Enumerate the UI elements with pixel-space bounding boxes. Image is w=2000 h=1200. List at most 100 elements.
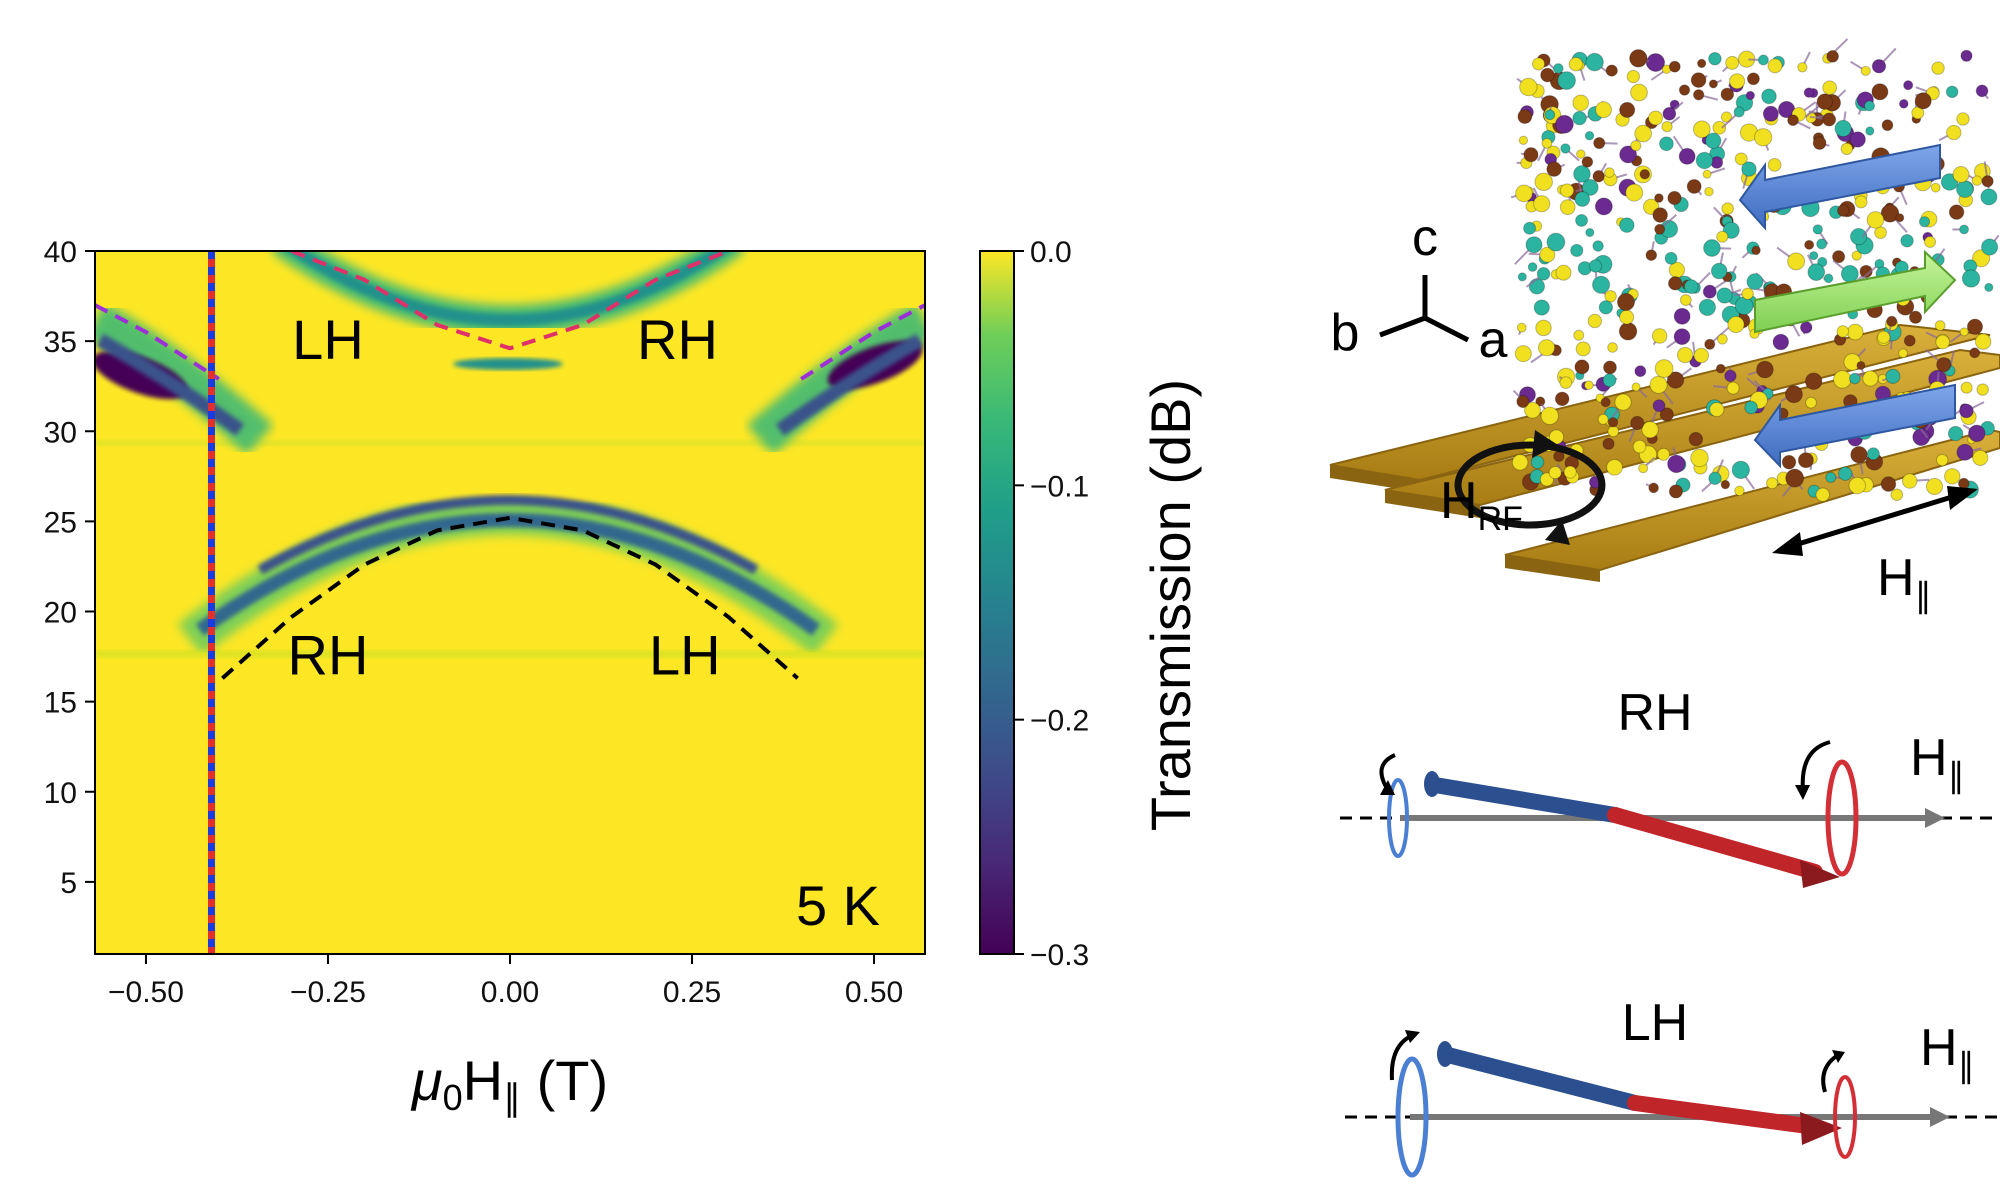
atom (1960, 49, 1973, 62)
atom (1646, 53, 1666, 72)
atom (1539, 472, 1554, 487)
atom (1720, 479, 1731, 490)
atom (1588, 259, 1603, 273)
colorbar-tick-label: −0.3 (1030, 939, 1089, 972)
atom (1785, 468, 1805, 488)
atom (1741, 161, 1757, 177)
atom (1753, 128, 1773, 147)
atom (1546, 232, 1566, 252)
atom (1903, 80, 1914, 91)
atom (1659, 136, 1674, 152)
atom (1874, 226, 1887, 239)
atom (1605, 64, 1618, 77)
atom (1603, 360, 1617, 375)
atom (1981, 175, 1994, 188)
atom (1638, 463, 1649, 474)
atom (1974, 333, 1992, 350)
atom (1541, 137, 1553, 149)
atom (1850, 445, 1868, 464)
atom (1678, 147, 1696, 165)
atom (1823, 273, 1834, 284)
atom (1602, 437, 1615, 450)
atom (1898, 348, 1908, 359)
atom (1849, 227, 1868, 246)
atom (1651, 328, 1668, 344)
atom (1604, 167, 1615, 178)
atom (1812, 136, 1827, 150)
atom (1849, 131, 1866, 148)
axis-a-label: a (1479, 311, 1508, 369)
atom (1822, 80, 1838, 96)
atom (1799, 321, 1813, 334)
atom (1585, 227, 1595, 238)
atom (1536, 267, 1551, 281)
atom (1641, 421, 1659, 439)
atom (1848, 476, 1867, 495)
atom (1686, 178, 1702, 194)
atom (1645, 249, 1658, 261)
colorbar-tick-label: −0.1 (1030, 470, 1089, 503)
atom (1931, 61, 1945, 75)
atom (1956, 112, 1970, 126)
atom (1634, 365, 1647, 378)
x-axis-ticks: −0.50 −0.25 0.00 0.25 0.50 (108, 954, 903, 1009)
atom (1846, 323, 1864, 341)
atom (1673, 307, 1691, 325)
atom (1693, 347, 1710, 364)
atom (1698, 298, 1716, 317)
atom (1692, 89, 1705, 101)
colorbar: 0.0 −0.1 −0.2 −0.3 Transmission (dB) (979, 236, 1202, 972)
atom (1673, 328, 1691, 346)
atom (1840, 264, 1859, 283)
atom (1725, 55, 1740, 70)
atom (1639, 169, 1651, 180)
atom (1797, 62, 1808, 73)
atom (1535, 396, 1546, 407)
axis-c-label: c (1412, 209, 1438, 267)
atom (1709, 401, 1725, 418)
atom (1815, 487, 1830, 503)
atom (1833, 370, 1852, 389)
fit-curve (95, 303, 220, 381)
atom (1595, 101, 1612, 119)
atom (1784, 385, 1803, 404)
atom (1597, 413, 1609, 425)
atom (1657, 447, 1671, 461)
atom (1918, 216, 1931, 228)
atom (1710, 262, 1728, 280)
atom (1705, 132, 1722, 149)
atom (1632, 439, 1647, 454)
atom (1944, 468, 1961, 485)
atom (1517, 109, 1533, 124)
atom (1804, 372, 1823, 391)
atom (1544, 109, 1556, 121)
atom (1648, 482, 1659, 494)
atom (1935, 334, 1951, 350)
atom (1726, 381, 1740, 395)
colorbar-gradient (979, 250, 1015, 955)
atom (1574, 359, 1590, 375)
atom (1708, 51, 1722, 66)
atom (1832, 250, 1846, 264)
atom (1511, 454, 1529, 471)
atom (1971, 175, 1983, 186)
atom (1516, 395, 1530, 409)
atom (1607, 342, 1618, 353)
y-tick-label: 15 (44, 687, 77, 720)
atom (1679, 294, 1692, 306)
atom (1825, 471, 1837, 483)
atom (1900, 234, 1914, 248)
atom (1849, 372, 1861, 385)
atom (1826, 49, 1839, 63)
atom (1925, 477, 1944, 495)
atom (1528, 278, 1546, 295)
atom (1552, 63, 1564, 74)
fit-curves (95, 251, 925, 680)
mode-label: RH (637, 308, 718, 371)
atom (1959, 327, 1969, 337)
atom (1576, 149, 1586, 159)
atom (1716, 230, 1729, 243)
atom (1866, 447, 1880, 461)
atom (1535, 319, 1552, 337)
blue-moment-arrow-bottom (1753, 383, 1956, 469)
